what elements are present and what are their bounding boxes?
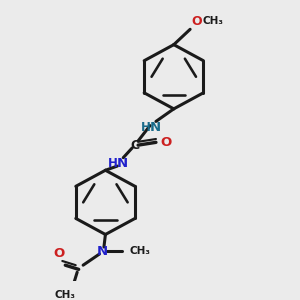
Text: CH₃: CH₃: [55, 290, 76, 300]
Text: C: C: [130, 139, 140, 152]
Text: H: H: [108, 157, 118, 170]
Text: N: N: [117, 157, 128, 170]
Text: N: N: [97, 245, 108, 258]
Text: N: N: [150, 121, 161, 134]
Text: H: H: [141, 121, 151, 134]
Text: O: O: [160, 136, 172, 149]
Text: CH₃: CH₃: [129, 246, 150, 256]
Text: O: O: [192, 15, 202, 28]
Text: CH₃: CH₃: [202, 16, 224, 26]
Text: O: O: [54, 247, 65, 260]
